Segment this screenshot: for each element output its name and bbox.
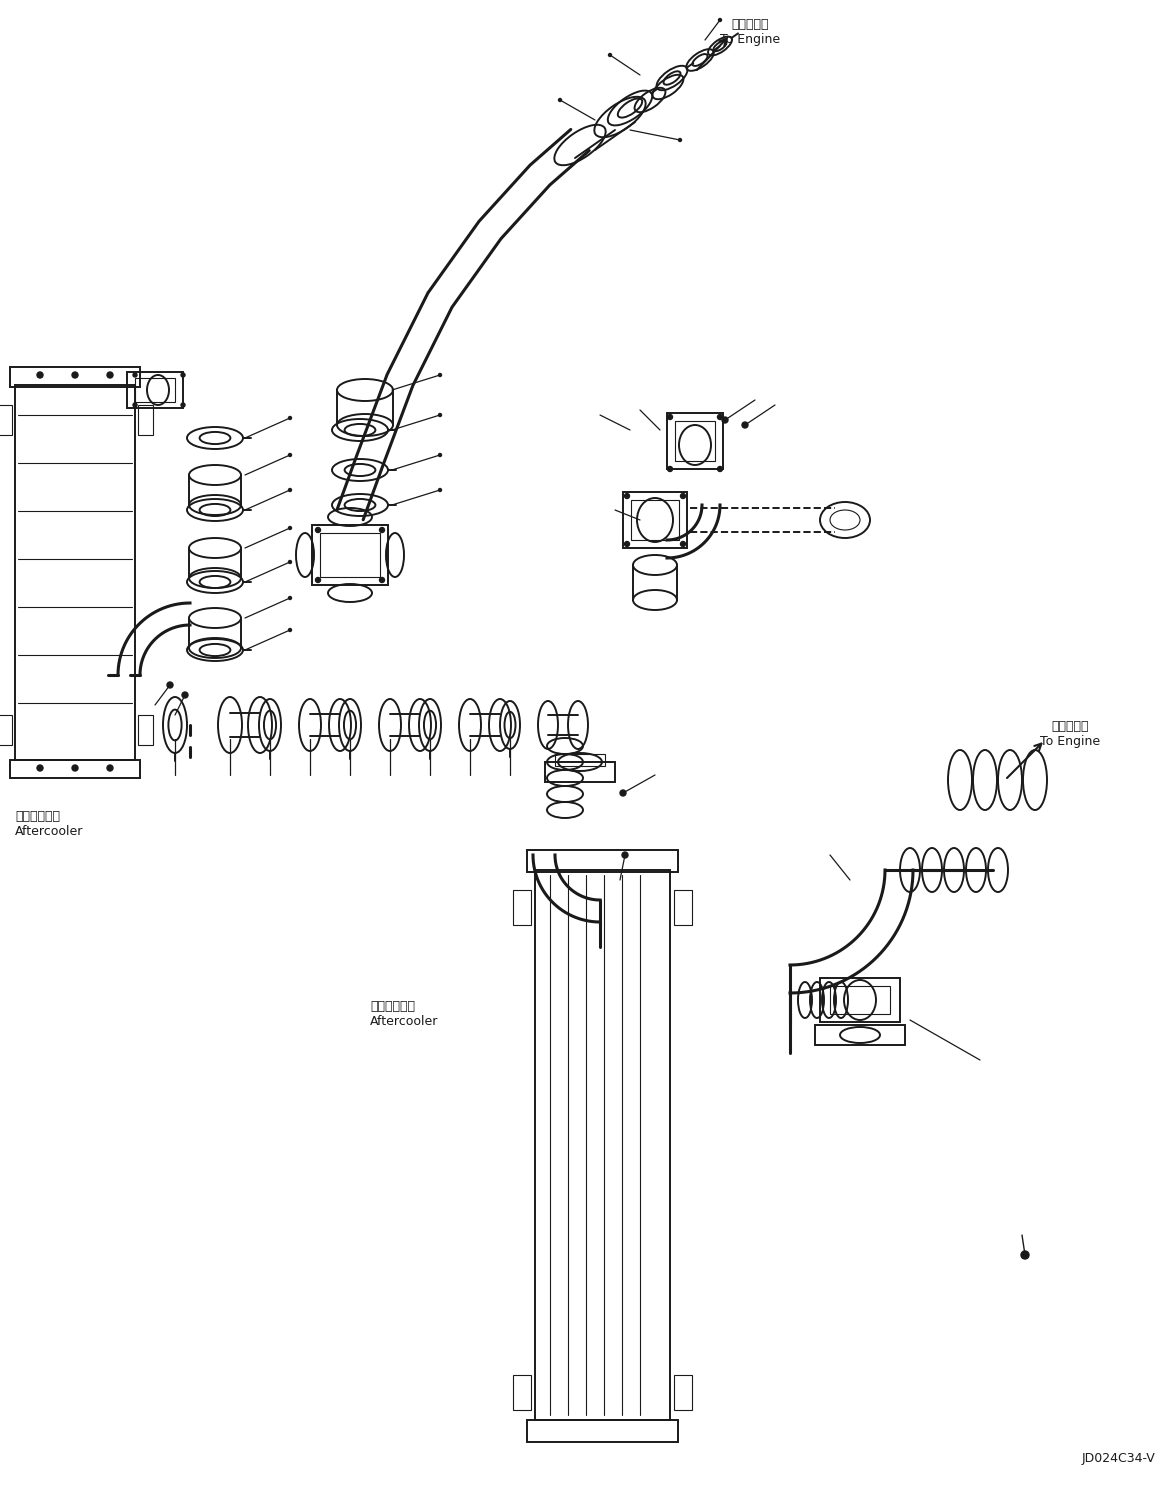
Bar bbox=[819, 979, 900, 1022]
Circle shape bbox=[625, 493, 629, 499]
Bar bbox=[135, 379, 175, 402]
Bar bbox=[139, 714, 153, 745]
Circle shape bbox=[289, 489, 291, 492]
Circle shape bbox=[559, 98, 561, 101]
Bar bbox=[15, 385, 135, 760]
Circle shape bbox=[625, 542, 629, 546]
Text: エンジンへ
To Engine: エンジンへ To Engine bbox=[720, 18, 780, 46]
Circle shape bbox=[742, 422, 748, 428]
Circle shape bbox=[107, 765, 113, 771]
Bar bbox=[674, 1375, 691, 1409]
Bar bbox=[815, 1025, 905, 1045]
Circle shape bbox=[289, 527, 291, 530]
Circle shape bbox=[167, 682, 173, 688]
Circle shape bbox=[316, 527, 321, 533]
Bar bbox=[527, 849, 679, 872]
Circle shape bbox=[679, 138, 681, 141]
Circle shape bbox=[107, 373, 113, 379]
Circle shape bbox=[439, 374, 441, 377]
Circle shape bbox=[72, 373, 77, 379]
Bar bbox=[545, 762, 615, 783]
Circle shape bbox=[181, 402, 185, 407]
Circle shape bbox=[1021, 1250, 1028, 1259]
Bar bbox=[312, 526, 387, 585]
Circle shape bbox=[439, 453, 441, 456]
Bar bbox=[630, 500, 679, 541]
Circle shape bbox=[379, 578, 385, 582]
Circle shape bbox=[717, 414, 722, 419]
Bar bbox=[513, 890, 531, 925]
Bar bbox=[675, 422, 715, 460]
Bar bbox=[830, 986, 890, 1014]
Bar bbox=[623, 492, 687, 548]
Bar bbox=[0, 405, 12, 435]
Circle shape bbox=[289, 560, 291, 563]
Bar bbox=[535, 870, 670, 1420]
Circle shape bbox=[316, 578, 321, 582]
Bar bbox=[667, 413, 723, 469]
Circle shape bbox=[289, 416, 291, 419]
Bar bbox=[674, 890, 691, 925]
Circle shape bbox=[379, 527, 385, 533]
Circle shape bbox=[439, 489, 441, 492]
Circle shape bbox=[681, 493, 686, 499]
Bar bbox=[555, 754, 605, 766]
Circle shape bbox=[133, 373, 137, 377]
Text: アフタクーラ
Aftercooler: アフタクーラ Aftercooler bbox=[370, 999, 438, 1028]
Circle shape bbox=[722, 417, 728, 423]
Circle shape bbox=[439, 413, 441, 416]
Bar bbox=[527, 1420, 679, 1442]
Circle shape bbox=[38, 765, 43, 771]
Text: アフタクーラ
Aftercooler: アフタクーラ Aftercooler bbox=[15, 809, 83, 838]
Circle shape bbox=[181, 373, 185, 377]
Bar bbox=[139, 405, 153, 435]
Circle shape bbox=[718, 18, 722, 21]
Circle shape bbox=[608, 53, 612, 56]
Circle shape bbox=[289, 453, 291, 456]
Circle shape bbox=[668, 414, 673, 419]
Circle shape bbox=[182, 692, 188, 698]
Circle shape bbox=[622, 852, 628, 858]
Circle shape bbox=[681, 542, 686, 546]
Text: JD024C34-V: JD024C34-V bbox=[1081, 1452, 1155, 1466]
Circle shape bbox=[668, 466, 673, 472]
Bar bbox=[127, 373, 183, 408]
Bar bbox=[321, 533, 380, 578]
Circle shape bbox=[620, 790, 626, 796]
Circle shape bbox=[38, 373, 43, 379]
Circle shape bbox=[289, 628, 291, 631]
Circle shape bbox=[717, 466, 722, 472]
Bar bbox=[513, 1375, 531, 1409]
Bar bbox=[0, 714, 12, 745]
Bar bbox=[11, 760, 140, 778]
Bar bbox=[11, 367, 140, 388]
Text: エンジンへ
To Engine: エンジンへ To Engine bbox=[1040, 720, 1100, 748]
Circle shape bbox=[72, 765, 77, 771]
Circle shape bbox=[289, 597, 291, 600]
Circle shape bbox=[133, 402, 137, 407]
